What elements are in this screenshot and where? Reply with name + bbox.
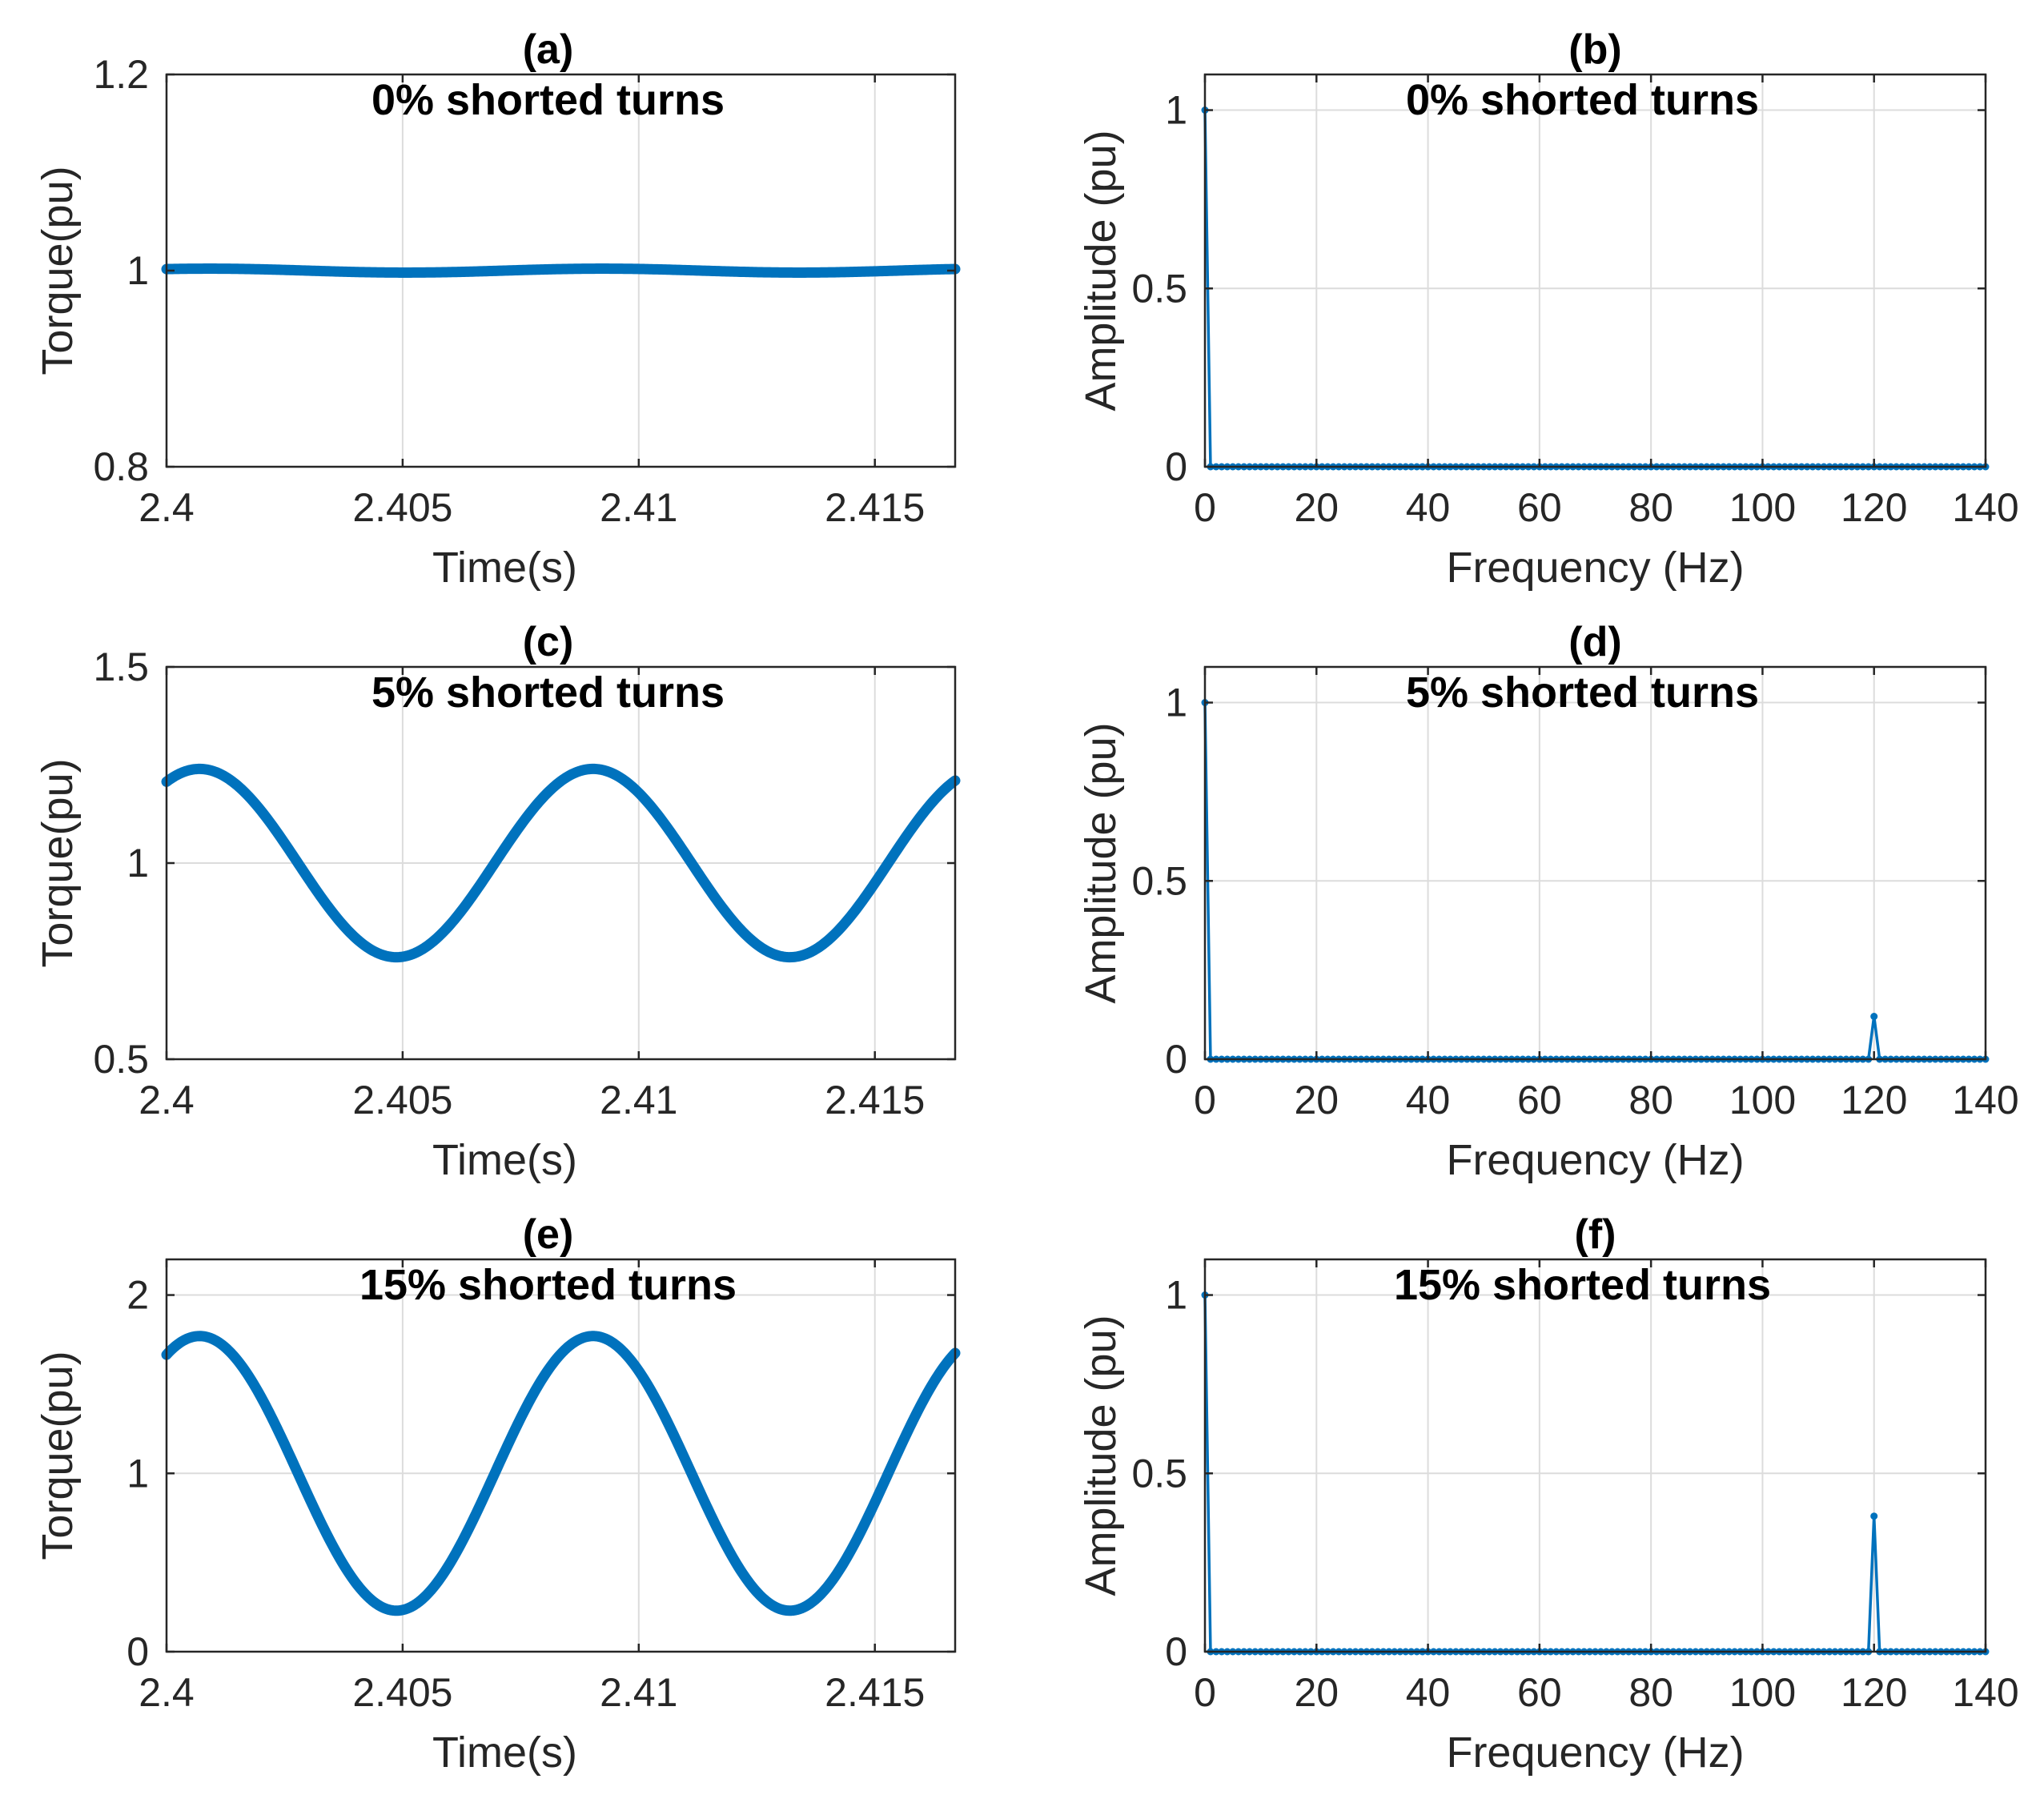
x-axis-label: Time(s)	[432, 1136, 577, 1184]
x-axis-label: Time(s)	[432, 544, 577, 592]
x-tick-label: 40	[1406, 1670, 1451, 1715]
x-axis-label: Frequency (Hz)	[1446, 1729, 1744, 1777]
data-point	[1870, 1013, 1878, 1021]
x-tick-label: 40	[1406, 485, 1451, 530]
panel-annotation: 5% shorted turns	[371, 669, 725, 717]
y-tick-label: 0	[1165, 1629, 1187, 1674]
panel-title: (a)	[523, 26, 574, 73]
x-tick-label: 2.41	[600, 1078, 677, 1122]
y-tick-label: 1	[1165, 681, 1187, 725]
x-tick-label: 2.4	[139, 485, 195, 530]
x-tick-label: 2.4	[139, 1670, 195, 1715]
panel-title: (d)	[1568, 619, 1621, 665]
x-tick-label: 80	[1628, 1078, 1673, 1122]
x-tick-label: 100	[1729, 485, 1796, 530]
y-axis-label: Amplitude (pu)	[1077, 1315, 1125, 1596]
x-tick-label: 20	[1294, 1670, 1339, 1715]
x-tick-label: 0	[1194, 1670, 1216, 1715]
y-tick-label: 1	[126, 1451, 149, 1496]
x-tick-label: 60	[1517, 1670, 1562, 1715]
series-line-e	[161, 1331, 961, 1616]
y-tick-label: 0	[1165, 444, 1187, 489]
panel-annotation: 15% shorted turns	[359, 1261, 737, 1309]
panel-b: 0 20 40 60 80 100 120 140 0 0.5 1 Frequency (Hz) Amp…	[1077, 26, 2019, 592]
y-tick-label: 0.5	[1131, 266, 1187, 311]
panel-f: 0 20 40 60 80 100 120 140 0 0.5 1 Frequency (Hz) Amp…	[1077, 1211, 2019, 1777]
y-axis-label: Torque(pu)	[34, 166, 82, 375]
panel-e: 2.4 2.405 2.41 2.415 0 1 2 Time(s) Torque(pu) (e)…	[34, 1211, 961, 1777]
x-tick-label: 0	[1194, 485, 1216, 530]
y-tick-label: 1.2	[93, 52, 149, 97]
x-tick-label: 100	[1729, 1078, 1796, 1122]
panel-title: (f)	[1575, 1211, 1616, 1258]
x-tick-label: 0	[1194, 1078, 1216, 1122]
x-tick-label: 140	[1952, 485, 2018, 530]
panel-title: (b)	[1568, 26, 1621, 73]
data-point	[1870, 1512, 1878, 1520]
x-tick-label: 2.41	[600, 485, 677, 530]
x-tick-label: 20	[1294, 1078, 1339, 1122]
x-tick-label: 80	[1628, 1670, 1673, 1715]
panel-annotation: 0% shorted turns	[371, 76, 725, 124]
x-axis-label: Frequency (Hz)	[1446, 544, 1744, 592]
x-axis-label: Frequency (Hz)	[1446, 1136, 1744, 1184]
y-axis-label: Torque(pu)	[34, 758, 82, 967]
x-tick-label: 2.405	[352, 1078, 452, 1122]
y-axis-label: Amplitude (pu)	[1077, 722, 1125, 1003]
axes-box	[1203, 73, 1987, 468]
x-tick-label: 2.4	[139, 1078, 195, 1122]
x-tick-label: 2.415	[825, 485, 925, 530]
y-tick-label: 1	[126, 841, 149, 885]
panel-title: (c)	[523, 619, 574, 665]
x-tick-label: 2.415	[825, 1670, 925, 1715]
y-tick-label: 0	[126, 1629, 149, 1674]
y-axis-label: Amplitude (pu)	[1077, 130, 1125, 411]
y-tick-label: 0	[1165, 1037, 1187, 1082]
panel-annotation: 15% shorted turns	[1394, 1261, 1771, 1309]
series-line-c	[161, 763, 961, 963]
x-tick-label: 120	[1841, 1670, 1907, 1715]
y-tick-label: 0.8	[93, 444, 149, 489]
y-axis-label: Torque(pu)	[34, 1351, 82, 1560]
panel-title: (e)	[523, 1211, 574, 1258]
axes-box	[1203, 1258, 1987, 1653]
y-tick-label: 1	[126, 248, 149, 293]
y-tick-label: 1	[1165, 1273, 1187, 1318]
x-tick-label: 120	[1841, 1078, 1907, 1122]
axes-box	[1203, 665, 1987, 1061]
x-tick-label: 120	[1841, 485, 1907, 530]
x-tick-label: 140	[1952, 1670, 2018, 1715]
panel-a: 2.4 2.405 2.41 2.415 0.8 1 1.2 Time(s) Torque(pu…	[34, 26, 961, 592]
x-tick-label: 40	[1406, 1078, 1451, 1122]
y-tick-label: 0.5	[93, 1037, 149, 1082]
axes-box	[165, 1258, 957, 1653]
panel-annotation: 5% shorted turns	[1406, 669, 1759, 717]
x-tick-label: 2.405	[352, 485, 452, 530]
y-tick-label: 1	[1165, 88, 1187, 133]
series-line-a	[161, 263, 961, 278]
x-tick-label: 60	[1517, 485, 1562, 530]
panel-c: 2.4 2.405 2.41 2.415 0.5 1 1.5 Time(s) Torque(pu…	[34, 619, 961, 1184]
x-tick-label: 140	[1952, 1078, 2018, 1122]
x-tick-label: 20	[1294, 485, 1339, 530]
y-tick-label: 0.5	[1131, 1451, 1187, 1496]
y-tick-label: 2	[126, 1273, 149, 1318]
panel-annotation: 0% shorted turns	[1406, 76, 1759, 124]
x-tick-label: 2.41	[600, 1670, 677, 1715]
x-tick-label: 80	[1628, 485, 1673, 530]
x-tick-label: 60	[1517, 1078, 1562, 1122]
x-tick-label: 2.415	[825, 1078, 925, 1122]
panel-d: 0 20 40 60 80 100 120 140 0 0.5 1 Frequency (Hz) Amp…	[1077, 619, 2019, 1184]
y-tick-label: 1.5	[93, 644, 149, 689]
x-axis-label: Time(s)	[432, 1729, 577, 1777]
y-tick-label: 0.5	[1131, 858, 1187, 903]
x-tick-label: 2.405	[352, 1670, 452, 1715]
x-tick-label: 100	[1729, 1670, 1796, 1715]
